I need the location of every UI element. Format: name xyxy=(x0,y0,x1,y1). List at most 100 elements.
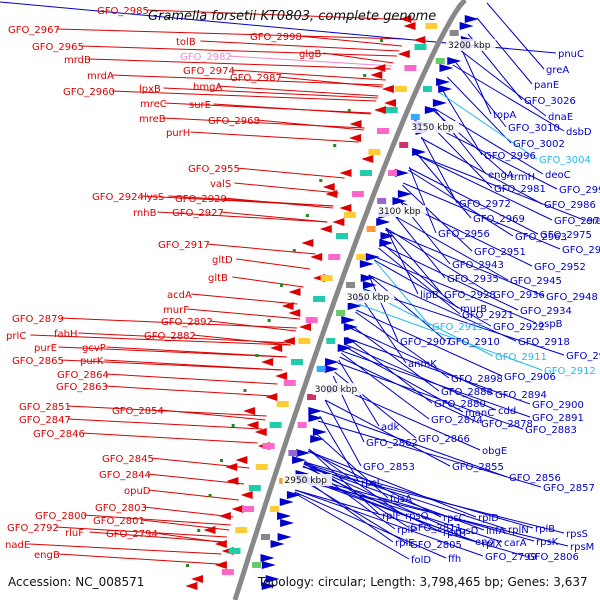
left-gene-label: GFO_2846 xyxy=(33,429,85,440)
gene-arrow xyxy=(231,505,244,513)
right-gene-label: GFO_2805 xyxy=(410,540,462,551)
callout-line xyxy=(378,247,461,315)
callout-line xyxy=(58,553,219,565)
callout-line xyxy=(303,462,507,530)
left-gene-label: GFO_2968 xyxy=(208,116,260,127)
callout-line xyxy=(88,58,391,70)
callout-line xyxy=(408,166,437,234)
gene-arrow xyxy=(265,575,280,583)
right-gene-label: GFO_2866 xyxy=(418,434,470,445)
gene-arrow xyxy=(288,309,301,317)
right-gene-label: panE xyxy=(534,80,559,91)
tick-mark xyxy=(208,494,212,497)
feature-block xyxy=(307,394,317,400)
callout-line xyxy=(295,489,484,557)
callout-line xyxy=(302,466,565,534)
kbp-label: 3100 kbp xyxy=(378,207,421,217)
right-gene-label: GFO_2996 xyxy=(484,151,536,162)
left-gene-label: purE xyxy=(34,343,57,354)
gene-arrow xyxy=(240,491,253,499)
left-gene-label: GFO_2865 xyxy=(12,356,64,367)
left-gene-label: lysS xyxy=(144,192,164,203)
kbp-label: 3050 kbp xyxy=(347,293,390,303)
gene-arrow xyxy=(301,239,314,247)
left-gene-label: GFO_2955 xyxy=(188,164,240,175)
callout-line xyxy=(89,531,226,543)
callout-line xyxy=(324,399,451,467)
gene-arrow xyxy=(325,190,338,198)
callout-line xyxy=(293,492,410,560)
callout-line xyxy=(368,274,447,342)
callout-line xyxy=(421,136,458,204)
right-gene-label: GFO_2891 xyxy=(532,413,584,424)
gene-arrow xyxy=(288,288,301,296)
right-gene-label: GFO_2977 xyxy=(554,216,600,227)
left-gene-label: glgB xyxy=(299,49,321,60)
callout-line xyxy=(337,362,524,430)
right-gene-label: pnuC xyxy=(558,49,584,60)
gene-arrow xyxy=(339,204,352,212)
right-gene-label: GFO_2898 xyxy=(451,374,503,385)
feature-block xyxy=(260,534,270,540)
callout-line xyxy=(232,276,304,288)
feature-block xyxy=(360,170,373,176)
callout-line xyxy=(81,432,258,444)
gene-arrow xyxy=(374,106,387,114)
gene-arrow xyxy=(324,365,339,373)
left-gene-label: GFO_2854 xyxy=(112,406,164,417)
gene-arrow xyxy=(447,57,462,65)
right-gene-label: GFO_2969 xyxy=(473,214,525,225)
kbp-label: 3000 kbp xyxy=(315,385,358,395)
callout-line xyxy=(408,167,539,235)
gene-arrow xyxy=(275,372,288,380)
gene-arrow xyxy=(261,582,276,590)
feature-block xyxy=(394,86,407,92)
gene-arrow xyxy=(349,134,362,142)
right-gene-label: GFO_2862 xyxy=(366,438,418,449)
left-gene-label: GFO_2985 xyxy=(97,6,149,17)
right-gene-label: GFO_3004 xyxy=(539,155,591,166)
callout-line xyxy=(236,258,311,270)
gene-arrow xyxy=(347,302,362,310)
callout-line xyxy=(349,327,494,395)
feature-block xyxy=(269,422,282,428)
gene-arrow xyxy=(270,344,283,352)
right-gene-label: GFO_2878 xyxy=(481,419,533,430)
right-gene-label: GFO_2972 xyxy=(459,199,511,210)
callout-line xyxy=(340,352,430,420)
callout-line xyxy=(299,475,503,543)
left-gene-label: tolB xyxy=(176,37,196,48)
callout-line xyxy=(391,211,446,279)
feature-block xyxy=(288,450,298,456)
right-gene-label: aspB xyxy=(538,319,563,330)
gene-arrow xyxy=(270,540,285,548)
right-gene-label: trmH xyxy=(510,172,535,183)
gene-arrow xyxy=(310,435,325,443)
right-gene-label: GFO_2920 xyxy=(566,351,600,362)
callout-line xyxy=(460,47,492,115)
callout-line xyxy=(147,473,245,485)
gene-arrow xyxy=(376,218,391,226)
callout-line xyxy=(390,213,509,281)
callout-line xyxy=(355,309,503,377)
right-gene-label: GFO_2915 xyxy=(432,322,484,333)
right-gene-label: GFO_2900 xyxy=(532,400,584,411)
callout-line xyxy=(278,76,383,88)
feature-block xyxy=(388,170,398,176)
callout-line xyxy=(187,308,301,320)
right-gene-label: rplF xyxy=(382,511,401,522)
gene-arrow xyxy=(424,106,439,114)
left-gene-label: GFO_2917 xyxy=(158,240,210,251)
gene-arrow xyxy=(292,456,307,464)
gene-arrow xyxy=(265,393,278,401)
feature-block xyxy=(368,149,381,155)
callout-line xyxy=(105,373,278,385)
callout-line xyxy=(200,40,400,52)
gene-arrow xyxy=(308,407,323,415)
right-gene-label: GFO_2948 xyxy=(546,292,598,303)
feature-block xyxy=(328,254,341,260)
callout-line xyxy=(373,259,492,327)
right-gene-label: GFO_2981 xyxy=(494,184,546,195)
callout-line xyxy=(30,334,292,346)
right-gene-label: GFO_2935 xyxy=(447,274,499,285)
